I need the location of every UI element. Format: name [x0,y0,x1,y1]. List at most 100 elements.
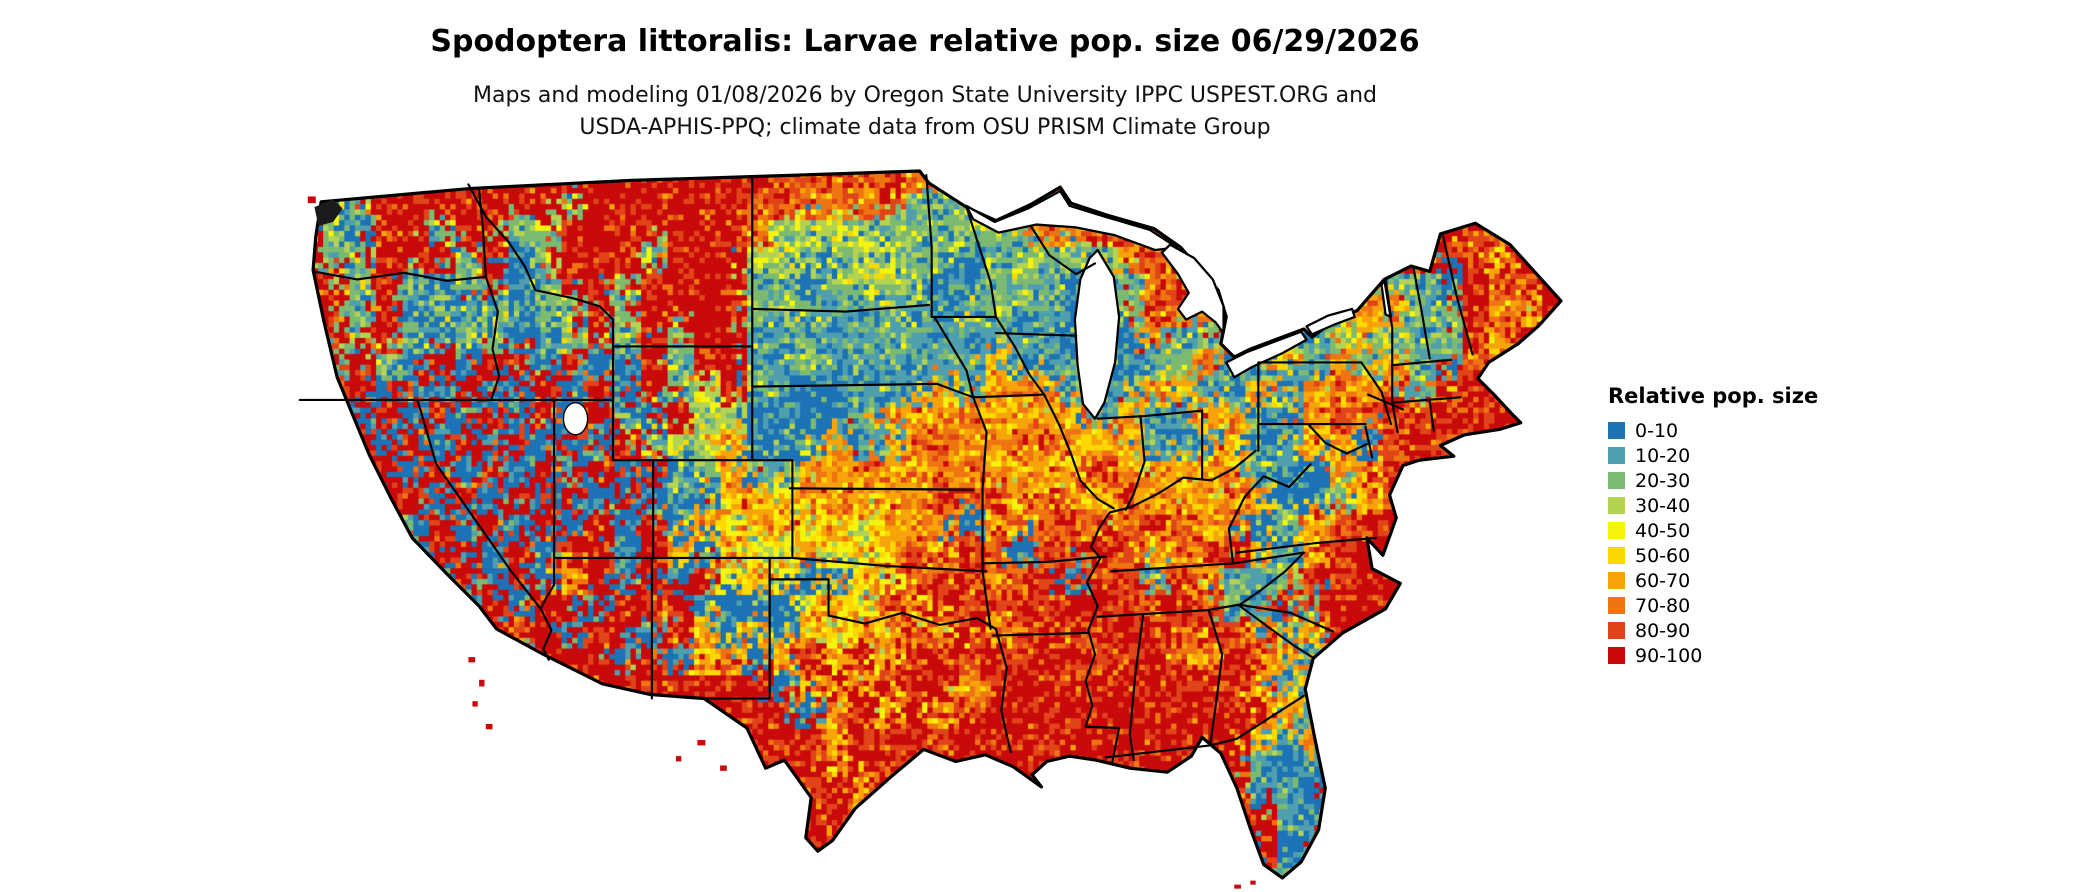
state-border-line [1391,401,1399,434]
state-border-line [1084,725,1121,730]
us-map [297,167,1569,890]
state-border-line [981,570,992,630]
legend-swatch [1608,447,1625,464]
legend-row: 70-80 [1608,593,1818,618]
state-border-line [1391,358,1453,367]
legend-row: 80-90 [1608,618,1818,643]
legend-swatch [1608,497,1625,514]
lake-huron [1160,243,1225,335]
legend-label: 30-40 [1635,494,1691,517]
state-border-line [1238,603,1335,633]
state-border-line [972,396,988,573]
legend-swatch [1608,547,1625,564]
legend-label: 20-30 [1635,469,1691,492]
legend: Relative pop. size 0-10 10-20 20-30 30-40 40… [1608,384,1818,668]
state-border-line [1238,551,1305,606]
state-border-line [1104,744,1212,759]
state-border-line [1128,613,1145,762]
state-border-line [1084,556,1102,728]
us-outline [311,169,1563,880]
legend-row: 60-70 [1608,568,1818,593]
state-border-line [1089,449,1257,560]
state-border-line [1124,414,1146,511]
legend-swatch [1608,472,1625,489]
state-border-line [484,275,501,402]
figure-subtitle: Maps and modeling 01/08/2026 by Oregon S… [0,80,1850,144]
legend-label: 70-80 [1635,594,1691,617]
offmap-specks [307,196,1256,889]
legend-swatch [1608,522,1625,539]
state-border-line [994,331,1078,337]
state-border-line [994,627,1012,754]
legend-label: 60-70 [1635,569,1691,592]
legend-row: 20-30 [1608,468,1818,493]
state-border-line [933,315,975,399]
state-border-line [416,398,542,610]
state-border-line [1237,603,1313,659]
legend-swatch [1608,572,1625,589]
state-border-line [312,270,487,282]
state-border-line [992,631,1090,637]
state-border-line [1110,551,1305,573]
state-borders [298,173,1474,763]
legend-swatch [1608,422,1625,439]
state-border-line [994,315,1046,396]
legend-swatch [1608,647,1625,664]
state-border-line [827,611,997,630]
great-lakes [562,189,1393,436]
state-border-line [1043,393,1115,510]
state-border-line [1367,393,1405,411]
lake-michigan [1073,248,1121,420]
legend-row: 90-100 [1608,643,1818,668]
population-raster-canvas [297,167,1569,890]
legend-label: 50-60 [1635,544,1691,567]
legend-label: 10-20 [1635,444,1691,467]
state-border-line [981,555,1107,565]
puget-sound-blob [314,199,343,226]
legend-swatch [1608,622,1625,639]
map-overlay [298,169,1563,889]
figure-title: Spodoptera littoralis: Larvae relative p… [430,24,1420,59]
state-border-line [1360,361,1392,426]
legend-row: 0-10 [1608,418,1818,443]
state-border-line [1412,267,1431,360]
state-border-line [1442,235,1474,356]
state-border-line [1383,278,1394,404]
state-border-line [1308,424,1368,455]
lake-superior [965,189,1178,252]
legend-swatch [1608,597,1625,614]
legend-row: 30-40 [1608,493,1818,518]
legend-row: 40-50 [1608,518,1818,543]
state-border-line [1209,694,1305,747]
legend-title: Relative pop. size [1608,384,1819,408]
state-border-line [1227,495,1247,564]
subtitle-line-2: USDA-APHIS-PPQ; climate data from OSU PR… [579,114,1271,140]
state-border-line [1207,609,1224,747]
lake-ontario [1305,307,1356,336]
state-border-line [972,393,1046,399]
state-border-line [539,607,553,661]
state-border-line [1096,603,1240,618]
legend-row: 10-20 [1608,443,1818,468]
state-border-line [791,556,988,573]
state-border-line [925,173,933,319]
legend-label: 40-50 [1635,519,1691,542]
state-border-line [1428,400,1435,432]
legend-row: 50-60 [1608,543,1818,568]
state-border-line [1391,396,1462,404]
legend-label: 90-100 [1635,644,1703,667]
state-border-line [1235,536,1378,554]
state-border-line [965,206,997,319]
state-border-line [478,188,487,278]
state-border-line [1029,224,1097,276]
legend-label: 80-90 [1635,619,1691,642]
state-border-line [788,487,975,491]
great-salt-lake [562,401,589,436]
state-border-line [751,303,931,313]
state-border-line [1096,409,1204,420]
state-border-line [539,556,556,610]
legend-items: 0-10 10-20 20-30 30-40 40-50 50-60 60-70 70-80 8… [1608,418,1818,668]
state-border-line [1364,425,1374,459]
state-border-line [1243,463,1312,498]
lake-erie [1225,330,1308,379]
